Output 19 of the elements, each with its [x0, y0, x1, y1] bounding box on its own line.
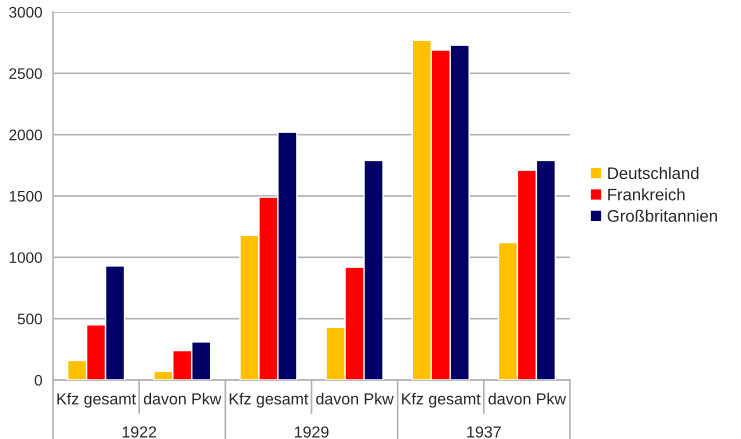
x-tick-label: Kfz gesamt [402, 392, 481, 408]
text: 1937 [467, 426, 501, 438]
x-tick-label: Kfz gesamt [57, 392, 136, 408]
y-tick-label: 2000 [9, 130, 42, 140]
x-tick-label: Kfz gesamt [230, 392, 308, 408]
y-tick-label: 2500 [9, 68, 42, 80]
y-tick-label: 0 [34, 374, 42, 386]
x-tick-label: davon Pkw [144, 392, 222, 405]
y-tick-label: 1500 [10, 190, 42, 202]
text: 1929 [294, 426, 329, 438]
text: 1922 [122, 426, 156, 438]
y-tick-label: 500 [18, 314, 42, 324]
y-tick-label: 3000 [9, 6, 42, 18]
x-tick-label: davon Pkw [488, 392, 566, 405]
legend-label: Frankreich [608, 188, 684, 200]
legend-label: Deutschland [608, 166, 698, 180]
x-tick-label: davon Pkw [316, 392, 394, 405]
legend-label: Großbritannien [608, 210, 717, 222]
y-tick-label: 1000 [10, 252, 42, 264]
